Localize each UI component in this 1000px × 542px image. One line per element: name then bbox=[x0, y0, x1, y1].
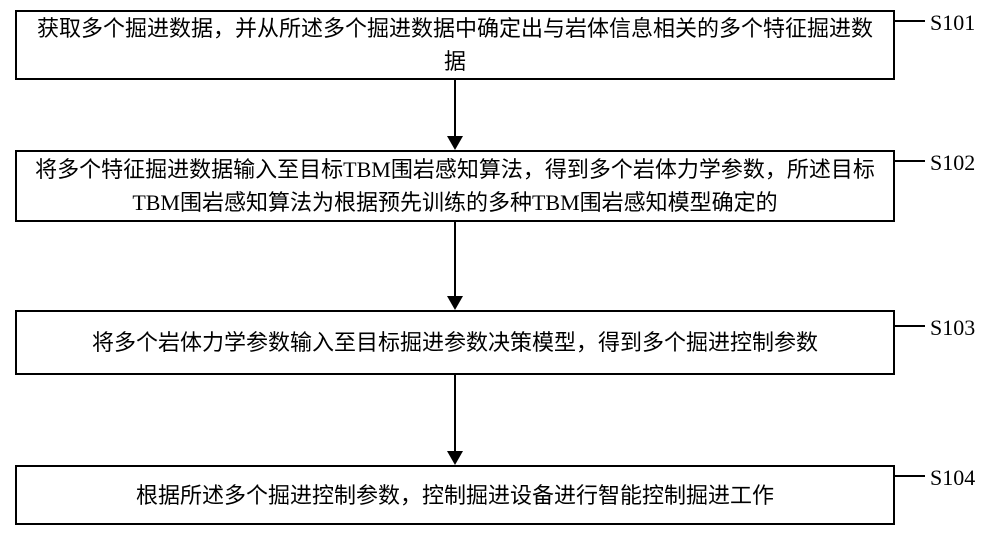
step-text: 根据所述多个掘进控制参数，控制掘进设备进行智能控制掘进工作 bbox=[136, 479, 774, 512]
arrow-down-icon bbox=[447, 451, 463, 465]
label-connector-line bbox=[895, 20, 925, 22]
step-box-s104: 根据所述多个掘进控制参数，控制掘进设备进行智能控制掘进工作 bbox=[15, 465, 895, 525]
connector-line bbox=[454, 222, 456, 296]
arrow-down-icon bbox=[447, 296, 463, 310]
step-box-s101: 获取多个掘进数据，并从所述多个掘进数据中确定出与岩体信息相关的多个特征掘进数据 bbox=[15, 10, 895, 80]
step-box-s103: 将多个岩体力学参数输入至目标掘进参数决策模型，得到多个掘进控制参数 bbox=[15, 310, 895, 375]
step-label-s104: S104 bbox=[930, 465, 975, 491]
label-connector-line bbox=[895, 475, 925, 477]
flowchart-container: 获取多个掘进数据，并从所述多个掘进数据中确定出与岩体信息相关的多个特征掘进数据 … bbox=[15, 10, 985, 532]
step-text: 获取多个掘进数据，并从所述多个掘进数据中确定出与岩体信息相关的多个特征掘进数据 bbox=[29, 12, 881, 78]
label-connector-line bbox=[895, 160, 925, 162]
step-text: 将多个岩体力学参数输入至目标掘进参数决策模型，得到多个掘进控制参数 bbox=[92, 326, 818, 359]
step-box-s102: 将多个特征掘进数据输入至目标TBM围岩感知算法，得到多个岩体力学参数，所述目标T… bbox=[15, 150, 895, 222]
connector-line bbox=[454, 80, 456, 136]
step-text: 将多个特征掘进数据输入至目标TBM围岩感知算法，得到多个岩体力学参数，所述目标T… bbox=[29, 153, 881, 219]
connector-line bbox=[454, 375, 456, 451]
step-label-s102: S102 bbox=[930, 150, 975, 176]
step-label-s101: S101 bbox=[930, 10, 975, 36]
step-label-s103: S103 bbox=[930, 315, 975, 341]
label-connector-line bbox=[895, 325, 925, 327]
arrow-down-icon bbox=[447, 136, 463, 150]
